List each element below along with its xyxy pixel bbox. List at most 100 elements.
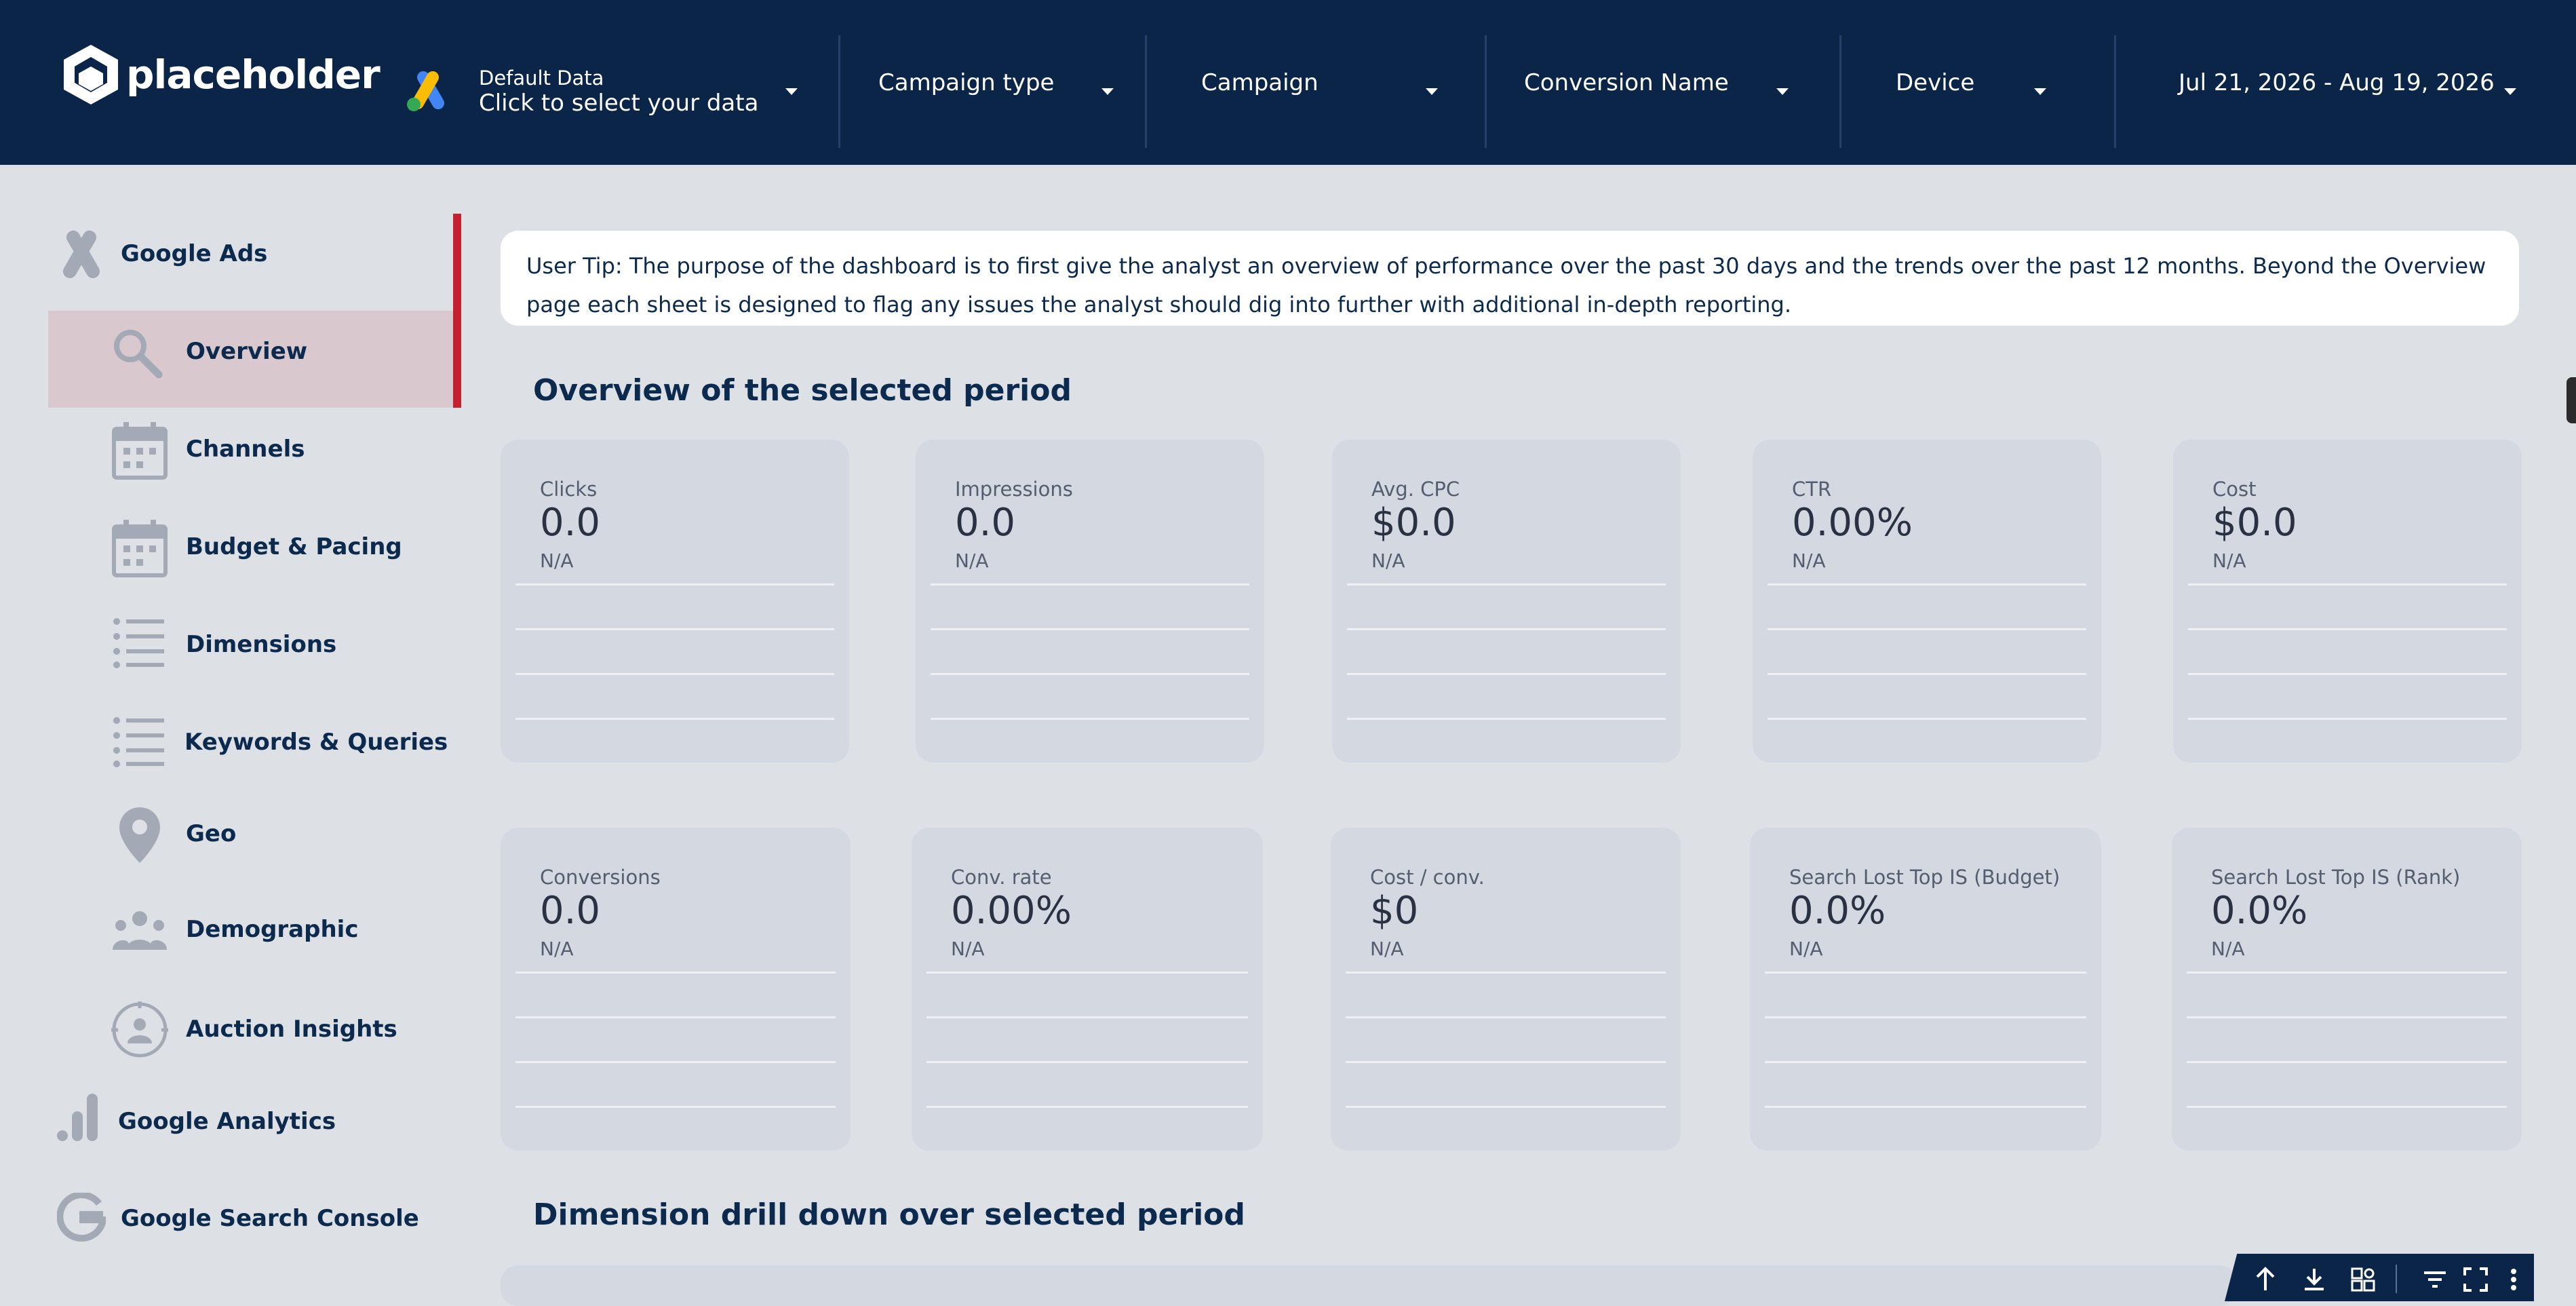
scorecard-impressions[interactable]: Impressions 0.0 N/A (916, 440, 1264, 763)
sidebar-section-label: Google Analytics (118, 1108, 336, 1135)
scorecard-ctr[interactable]: CTR 0.00% N/A (1753, 440, 2101, 763)
sparkline-gridline (1346, 1061, 1666, 1063)
sidebar-section-google-analytics[interactable]: Google Analytics (57, 1094, 336, 1149)
scorecard-label: Clicks (540, 478, 598, 501)
filter-device[interactable]: Device (1896, 0, 1974, 165)
sparkline-gridline (931, 583, 1249, 585)
sparkline-gridline (2187, 972, 2507, 974)
date-range-picker[interactable]: Jul 21, 2026 - Aug 19, 2026 (2179, 0, 2495, 165)
sparkline-gridline (2188, 583, 2507, 585)
drilldown-table[interactable] (501, 1265, 2237, 1306)
scorecard-label: CTR (1792, 478, 1832, 501)
sidebar-item-demographic[interactable]: Demographic (110, 902, 358, 957)
calendar-icon (112, 520, 168, 577)
sidebar-section-google-search-console[interactable]: Google Search Console (57, 1191, 419, 1246)
map-pin-icon (119, 807, 160, 863)
sparkline-gridline (926, 1016, 1248, 1018)
sidebar-item-label: Auction Insights (186, 1016, 397, 1043)
sparkline-gridline (515, 718, 834, 720)
sparkline-gridline (1347, 628, 1666, 630)
report-toolbar (2225, 1254, 2534, 1301)
scorecard-value: $0.0 (2212, 501, 2297, 545)
toolbar-divider (2396, 1265, 2397, 1293)
user-tip: User Tip: The purpose of the dashboard i… (501, 231, 2519, 326)
scorecard-comparison: N/A (2212, 550, 2246, 572)
people-icon (113, 911, 167, 950)
scorecard-value: $0.0 (1371, 501, 1456, 545)
sidebar-section-google-ads[interactable]: Google Ads (54, 227, 267, 281)
sidebar-item-label: Channels (186, 436, 305, 463)
google-ads-color-icon (407, 71, 444, 111)
scorecard-value: 0.0 (955, 501, 1016, 545)
filter-conversion-name[interactable]: Conversion Name (1524, 0, 1729, 165)
sidebar-item-keywords-queries[interactable]: Keywords & Queries (110, 715, 448, 769)
scorecard-label: Avg. CPC (1371, 478, 1460, 501)
filter-campaign-type[interactable]: Campaign type (878, 0, 1054, 165)
scorecard-cost-per-conv[interactable]: Cost / conv. $0 N/A (1331, 828, 1681, 1151)
sparkline-gridline (2188, 628, 2507, 630)
scorecard-search-lost-top-is-rank[interactable]: Search Lost Top IS (Rank) 0.0% N/A (2172, 828, 2522, 1151)
scorecard-cost[interactable]: Cost $0.0 N/A (2173, 440, 2522, 763)
brand-logo[interactable]: placeholder (61, 43, 380, 106)
chevron-down-icon[interactable] (1426, 88, 1438, 95)
sidebar-item-label: Demographic (186, 916, 359, 943)
sidebar-item-label: Budget & Pacing (186, 533, 402, 560)
sidebar-item-dimensions[interactable]: Dimensions (110, 617, 336, 672)
sparkline-gridline (1346, 972, 1666, 974)
sidebar-item-overview[interactable]: Overview (110, 324, 307, 379)
scorecard-label: Conversions (540, 866, 661, 889)
divider (1485, 35, 1487, 148)
explore-icon[interactable] (2349, 1266, 2377, 1293)
sparkline-gridline (1765, 1106, 2086, 1108)
sidebar-item-channels[interactable]: Channels (110, 419, 305, 480)
sparkline-gridline (1768, 718, 2086, 720)
download-icon[interactable] (2301, 1266, 2328, 1293)
sidebar-item-auction-insights[interactable]: Auction Insights (110, 1000, 397, 1058)
scorecard-comparison: N/A (951, 938, 985, 960)
filter-campaign[interactable]: Campaign (1201, 0, 1319, 165)
scorecard-conversions[interactable]: Conversions 0.0 N/A (501, 828, 851, 1151)
sparkline-gridline (515, 972, 836, 974)
sidebar-section-label: Google Search Console (121, 1205, 419, 1232)
divider (1839, 35, 1841, 148)
sidebar-item-label: Overview (186, 338, 308, 365)
filter-label: Device (1896, 69, 1975, 96)
sparkline-gridline (1347, 583, 1666, 585)
sparkline-gridline (926, 1061, 1248, 1063)
scorecard-conv-rate[interactable]: Conv. rate 0.00% N/A (912, 828, 1263, 1151)
scorecard-label: Impressions (955, 478, 1073, 501)
scorecard-clicks[interactable]: Clicks 0.0 N/A (501, 440, 849, 763)
search-icon (114, 330, 163, 379)
scorecard-value: 0.0% (2211, 889, 2308, 933)
sidebar-item-budget-pacing[interactable]: Budget & Pacing (110, 517, 402, 577)
chevron-down-icon[interactable] (2504, 88, 2516, 95)
sparkline-gridline (931, 628, 1249, 630)
sparkline-gridline (2188, 673, 2507, 675)
side-panel-handle[interactable] (2567, 377, 2576, 423)
scorecard-comparison: N/A (540, 550, 574, 572)
google-g-icon (57, 1193, 106, 1242)
sidebar-item-geo[interactable]: Geo (110, 805, 236, 863)
more-vert-icon[interactable] (2500, 1266, 2527, 1293)
chevron-down-icon[interactable] (1101, 88, 1114, 95)
chevron-down-icon[interactable] (2034, 88, 2046, 95)
sparkline-gridline (1765, 1016, 2086, 1018)
scorecard-search-lost-top-is-budget[interactable]: Search Lost Top IS (Budget) 0.0% N/A (1750, 828, 2101, 1151)
scorecard-comparison: N/A (1370, 938, 1404, 960)
scorecard-comparison: N/A (1792, 550, 1826, 572)
sparkline-gridline (2188, 718, 2507, 720)
scorecard-avg-cpc[interactable]: Avg. CPC $0.0 N/A (1332, 440, 1681, 763)
sidebar-item-label: Geo (186, 820, 237, 847)
sparkline-gridline (515, 1106, 836, 1108)
chevron-down-icon[interactable] (1776, 88, 1789, 95)
arrow-up-icon[interactable] (2252, 1266, 2279, 1293)
sidebar-item-label: Dimensions (186, 631, 337, 658)
sparkline-gridline (1768, 628, 2086, 630)
filter-icon[interactable] (2421, 1266, 2448, 1293)
sparkline-gridline (515, 583, 834, 585)
fullscreen-icon[interactable] (2462, 1266, 2489, 1293)
divider (1145, 35, 1147, 148)
brand-logo-icon (64, 45, 118, 104)
google-ads-icon (63, 230, 100, 278)
scorecard-comparison: N/A (1789, 938, 1823, 960)
